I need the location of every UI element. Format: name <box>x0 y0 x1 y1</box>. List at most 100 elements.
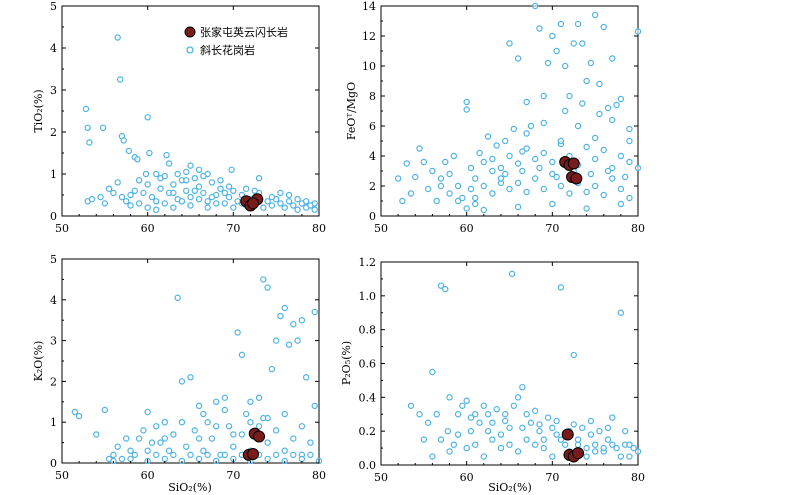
plagiogranite-point <box>523 188 530 196</box>
plagiogranite-point <box>97 193 104 201</box>
plagiogranite-point <box>170 431 177 438</box>
plagiogranite-point <box>114 443 121 450</box>
plagiogranite-point <box>290 202 297 209</box>
legend-marker-granodiorite <box>184 26 196 38</box>
plagiogranite-point <box>484 133 492 140</box>
plagiogranite-point <box>472 411 479 418</box>
plagiogranite-point <box>142 170 150 178</box>
plagiogranite-point <box>183 177 190 184</box>
plagiogranite-point <box>183 443 190 450</box>
plagiogranite-point <box>208 435 216 442</box>
x-tick-label: 80 <box>312 469 326 482</box>
plagiogranite-point <box>277 200 284 207</box>
plagiogranite-point <box>298 423 306 430</box>
plagiogranite-point <box>621 427 629 435</box>
plagiogranite-point <box>502 137 509 145</box>
plagiogranite-point <box>502 417 509 425</box>
plagiogranite-point <box>506 424 513 431</box>
plagiogranite-point <box>174 170 181 178</box>
plagiogranite-point <box>127 202 134 209</box>
plagiogranite-point <box>420 436 428 443</box>
plagiogranite-point <box>609 414 616 421</box>
plagiogranite-point <box>536 164 543 172</box>
plagiogranite-point <box>294 206 301 213</box>
plagiogranite-point <box>566 190 573 197</box>
plagiogranite-point <box>178 378 186 385</box>
y-tick-label: 4 <box>369 150 376 163</box>
plagiogranite-point <box>463 106 470 113</box>
x-axis-label: SiO₂(%) <box>488 481 532 494</box>
plagiogranite-point <box>170 189 177 197</box>
plagiogranite-point <box>183 168 190 176</box>
plagiogranite-point <box>110 451 117 459</box>
plagiogranite-point <box>489 155 496 163</box>
plagiogranite-point <box>523 145 530 152</box>
plagiogranite-point <box>596 427 603 435</box>
plagiogranite-point <box>260 276 267 283</box>
plagiogranite-point <box>178 457 186 465</box>
plagiogranite-point <box>255 174 263 182</box>
plagiogranite-point <box>307 439 314 446</box>
plagiogranite-point <box>583 188 590 196</box>
plagiogranite-point <box>536 25 543 32</box>
plagiogranite-point <box>480 158 487 166</box>
plagiogranite-point <box>510 402 517 409</box>
plagiogranite-point <box>146 149 153 157</box>
plagiogranite-point <box>433 197 440 205</box>
plagiogranite-point <box>277 312 284 320</box>
plagiogranite-point <box>570 40 577 47</box>
plagiogranite-point <box>217 177 224 184</box>
plagiogranite-point <box>225 193 233 201</box>
plagiogranite-point <box>230 204 237 211</box>
plagiogranite-point <box>403 160 410 167</box>
y-tick-label: 10 <box>362 60 376 73</box>
plagiogranite-point <box>497 431 505 438</box>
plagiogranite-point <box>118 193 126 201</box>
plagiogranite-point <box>540 185 547 193</box>
plagiogranite-point <box>204 198 211 205</box>
x-axis-label: SiO₂(%) <box>168 481 212 494</box>
plagiogranite-point <box>634 448 642 455</box>
plagiogranite-point <box>161 172 168 180</box>
plagiogranite-point <box>446 190 453 197</box>
plagiogranite-point <box>467 414 475 421</box>
plagiogranite-point <box>587 59 595 67</box>
y-tick-label: 14 <box>362 0 376 13</box>
plagiogranite-point <box>489 190 496 197</box>
plagiogranite-point <box>163 151 170 159</box>
plagiogranite-point <box>221 406 228 414</box>
plagiogranite-point <box>433 411 440 418</box>
x-tick-label: 60 <box>141 469 155 482</box>
plagiogranite-point <box>195 195 203 203</box>
plagiogranite-point <box>617 453 625 460</box>
plagiogranite-point <box>549 170 556 178</box>
plagiogranite-point <box>311 402 318 410</box>
plagiogranite-point <box>591 448 599 455</box>
plagiogranite-point <box>527 122 535 130</box>
plagiogranite-point <box>587 417 595 425</box>
plagiogranite-point <box>144 447 151 454</box>
plagiogranite-point <box>480 453 487 460</box>
plagiogranite-point <box>561 441 569 448</box>
plagiogranite-point <box>579 424 586 431</box>
plagiogranite-point <box>123 435 130 442</box>
plagiogranite-point <box>566 92 573 100</box>
plagiogranite-point <box>187 162 194 169</box>
plagiogranite-point <box>544 414 552 421</box>
plagiogranite-point <box>557 137 565 145</box>
plagiogranite-point <box>302 198 310 205</box>
granodiorite-point <box>247 448 260 461</box>
panel-feo-mgo: 50 60 70 80 0 2 4 6 8 10 12 14 FeOᵀ/MgO <box>345 0 645 235</box>
plagiogranite-point <box>285 341 293 348</box>
plagiogranite-point <box>523 130 530 137</box>
plagiogranite-point <box>135 435 143 442</box>
plagiogranite-point <box>255 423 263 430</box>
plagiogranite-point <box>212 457 220 465</box>
plagiogranite-point <box>454 411 462 418</box>
x-tick-label: 80 <box>631 471 645 484</box>
plagiogranite-point <box>459 194 466 202</box>
plagiogranite-point <box>514 160 522 167</box>
plagiogranite-point <box>617 309 625 316</box>
plagiogranite-point <box>251 187 258 194</box>
plagiogranite-point <box>489 167 496 175</box>
